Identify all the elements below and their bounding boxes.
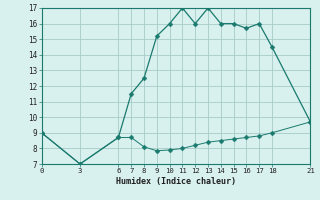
X-axis label: Humidex (Indice chaleur): Humidex (Indice chaleur) (116, 177, 236, 186)
